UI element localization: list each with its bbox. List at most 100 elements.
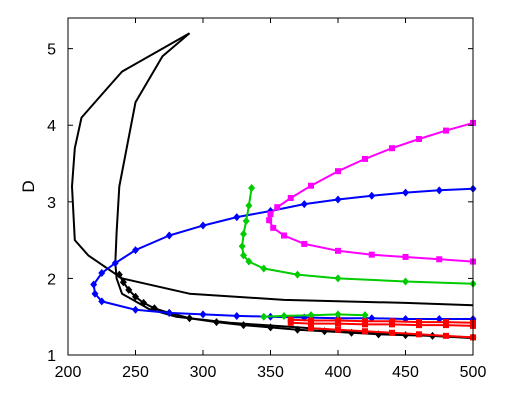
data-point: [389, 145, 395, 152]
data-point: [362, 318, 368, 325]
data-point: [402, 188, 409, 197]
data-point: [150, 304, 158, 313]
data-point: [165, 308, 173, 317]
data-point: [435, 315, 443, 324]
data-point: [368, 191, 376, 200]
data-point: [294, 325, 301, 334]
data-point: [248, 184, 256, 193]
data-point: [213, 318, 220, 327]
y-tick-label: 1: [47, 348, 56, 365]
data-point: [368, 251, 375, 258]
data-point: [294, 270, 301, 279]
data-point: [267, 211, 274, 218]
data-point: [435, 186, 443, 195]
data-point: [361, 311, 369, 320]
data-point: [416, 322, 422, 329]
series-line: [290, 321, 474, 327]
data-point: [111, 259, 119, 268]
data-point: [281, 232, 287, 239]
data-point: [308, 182, 314, 189]
data-point: [308, 317, 314, 324]
data-point: [300, 200, 308, 209]
data-point: [132, 292, 139, 301]
x-tick-label: 350: [257, 364, 284, 381]
data-point: [115, 270, 123, 279]
data-point: [334, 274, 342, 283]
x-tick-label: 200: [55, 364, 82, 381]
data-point: [98, 269, 106, 278]
y-tick-label: 3: [47, 195, 56, 212]
x-tick-label: 500: [460, 364, 487, 381]
data-point: [335, 326, 341, 333]
data-point: [240, 229, 247, 238]
data-point: [199, 221, 207, 230]
data-point: [368, 314, 376, 323]
data-point: [245, 257, 253, 266]
data-point: [199, 310, 207, 319]
data-point: [287, 194, 294, 201]
data-point: [416, 136, 422, 143]
series-3: [90, 184, 477, 324]
series-line: [290, 318, 474, 324]
data-point: [132, 246, 139, 255]
data-point: [242, 216, 250, 225]
data-point: [274, 204, 281, 211]
data-point: [416, 331, 422, 338]
data-point: [125, 285, 133, 294]
data-point: [186, 314, 193, 323]
y-tick-label: 4: [47, 118, 56, 135]
data-point: [91, 289, 99, 298]
data-point: [233, 311, 241, 320]
series-line: [71, 32, 474, 307]
data-point: [165, 231, 173, 240]
data-point: [334, 195, 342, 204]
series-4: [266, 119, 476, 265]
y-axis-label: D: [19, 180, 38, 192]
data-point: [119, 278, 127, 287]
data-point: [362, 155, 368, 162]
data-point: [270, 224, 277, 231]
data-point: [443, 322, 449, 329]
y-tick-label: 2: [47, 271, 56, 288]
data-point: [335, 247, 341, 254]
x-tick-label: 450: [392, 364, 419, 381]
data-point: [402, 277, 409, 286]
data-point: [389, 329, 395, 336]
data-point: [238, 242, 246, 251]
data-point: [308, 325, 314, 332]
data-point: [267, 323, 274, 332]
data-point: [240, 251, 247, 260]
series-6: [260, 310, 369, 321]
data-point: [132, 305, 139, 314]
data-point: [301, 240, 308, 247]
data-point: [436, 256, 443, 263]
series-5: [238, 184, 477, 288]
series-layer: [71, 32, 477, 342]
data-point: [98, 297, 106, 306]
data-point: [362, 328, 368, 335]
data-point: [335, 168, 341, 175]
tick-layer: 200 250 300 350 400 450 500 1 2 3 4 5: [47, 18, 486, 381]
data-point: [245, 201, 253, 210]
data-point: [90, 280, 98, 289]
data-point: [402, 253, 409, 260]
data-point: [307, 311, 315, 320]
data-point: [443, 332, 449, 339]
data-point: [280, 311, 288, 320]
data-point: [260, 312, 268, 321]
data-point: [389, 321, 395, 328]
data-point: [287, 319, 294, 326]
data-point: [287, 316, 294, 323]
data-point: [335, 320, 341, 327]
x-tick-label: 250: [122, 364, 149, 381]
data-point: [308, 320, 314, 327]
y-tick-label: 5: [47, 42, 56, 59]
data-point: [334, 310, 342, 319]
data-point: [233, 213, 241, 222]
data-point: [266, 217, 273, 224]
series-1: [71, 32, 474, 307]
data-point: [443, 127, 449, 134]
data-point: [416, 319, 422, 326]
